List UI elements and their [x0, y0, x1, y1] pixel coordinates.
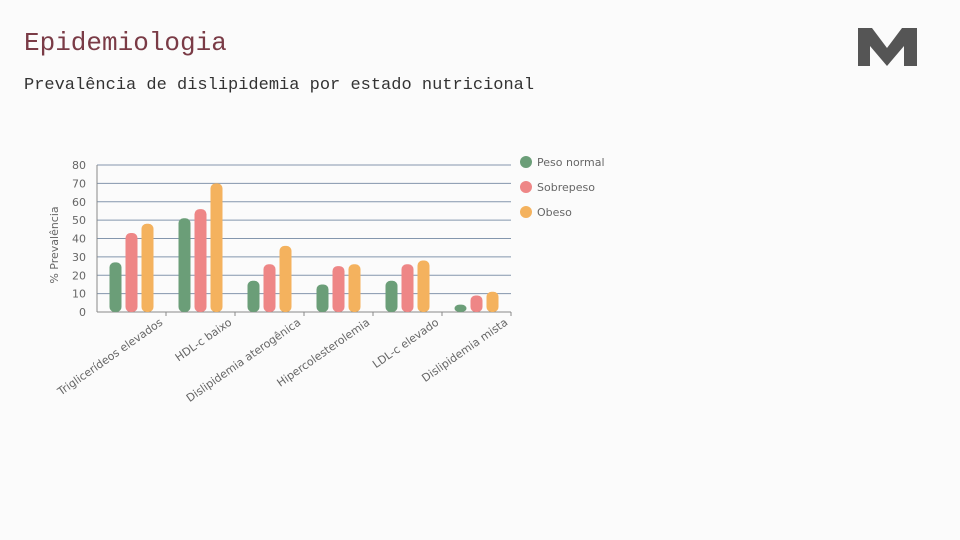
- y-tick-label: 50: [72, 214, 86, 227]
- legend-label: Peso normal: [537, 156, 605, 169]
- legend-label: Obeso: [537, 206, 572, 219]
- y-tick-label: 10: [72, 288, 86, 301]
- bar: [210, 183, 223, 312]
- page-title: Epidemiologia: [24, 28, 227, 58]
- y-tick-label: 60: [72, 196, 86, 209]
- bar: [470, 295, 483, 312]
- bar: [141, 223, 154, 312]
- legend-marker: [520, 156, 532, 168]
- legend-marker: [520, 181, 532, 193]
- x-tick-label: Triglicerídeos elevados: [54, 316, 165, 399]
- bar: [194, 209, 207, 312]
- bar: [279, 245, 292, 312]
- legend-label: Sobrepeso: [537, 181, 595, 194]
- bar: [486, 291, 499, 312]
- y-tick-label: 20: [72, 269, 86, 282]
- bar: [332, 266, 345, 312]
- y-tick-label: 0: [79, 306, 86, 319]
- x-tick-label: Dislipidemia aterogênica: [184, 316, 303, 405]
- logo: [858, 28, 917, 66]
- bar: [454, 304, 467, 312]
- x-tick-label: LDL-c elevado: [370, 316, 441, 371]
- bar: [178, 218, 191, 312]
- y-tick-label: 30: [72, 251, 86, 264]
- bar: [417, 260, 430, 312]
- bar: [125, 232, 138, 312]
- page-subtitle: Prevalência de dislipidemia por estado n…: [24, 76, 535, 95]
- y-tick-label: 80: [72, 159, 86, 172]
- bar: [401, 264, 414, 312]
- legend-marker: [520, 206, 532, 218]
- x-tick-label: HDL-c baixo: [173, 316, 235, 365]
- bar: [385, 280, 398, 312]
- y-axis-label: % Prevalência: [48, 206, 61, 283]
- bar: [316, 284, 329, 312]
- bar: [348, 264, 361, 312]
- bar: [263, 264, 276, 312]
- y-tick-label: 70: [72, 177, 86, 190]
- bar: [109, 262, 122, 312]
- bar: [247, 280, 260, 312]
- y-tick-label: 40: [72, 233, 86, 246]
